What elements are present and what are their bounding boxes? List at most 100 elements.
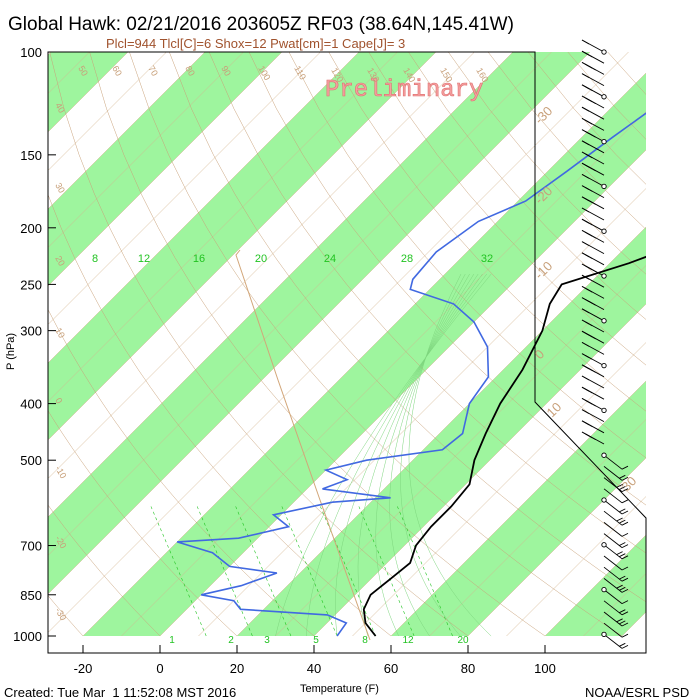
wind-barb [581,297,605,310]
mixing-ratio-label: 12 [138,253,150,265]
wind-barb [581,196,605,210]
wind-barb [581,129,607,145]
y-tick-label: 700 [20,539,42,554]
moist-adiabat [400,273,466,637]
wind-barb [603,578,629,593]
plot-area [48,52,700,641]
wind-barb [581,286,605,299]
mixing-ratio-label: 16 [193,253,205,265]
isotherm-line [159,149,646,637]
x-tick-label: 40 [307,661,321,676]
isotherm-line [48,52,437,441]
isotherm-line [82,72,646,637]
isotherm-line [48,52,552,556]
wind-barb [581,364,605,378]
mixing-ratio-label: 20 [255,253,267,265]
mixing-ratio-label: 5 [313,635,319,646]
wind-barb [581,174,607,190]
wind-barb [581,319,605,333]
isotherm-lines [48,52,700,637]
isotherm-label: 90 [219,64,233,78]
wind-barb [581,162,605,176]
y-tick-label: 300 [20,324,42,339]
isotherm-line [352,342,646,637]
isotherm-label: -10 [53,464,68,480]
isotherm-label: 0 [53,396,64,405]
isotherm-line [48,52,206,210]
wind-barb [581,375,605,389]
dewpoint-line [176,112,646,637]
isotherm-line [48,52,167,171]
isotherm-label: 40 [53,101,67,115]
mixing-ratio-label: 8 [362,635,368,646]
wind-barb [581,308,607,324]
wind-barb [601,497,629,515]
y-tick-label: 100 [20,45,42,60]
chart-title: Global Hawk: 02/21/2016 203605Z RF03 (38… [8,14,514,35]
dry-adiabat [129,52,623,637]
isotherm-label: 100 [256,64,272,82]
temperature-axis: -20 0 20 40 60 80 100 [74,645,556,676]
wind-barb [601,452,629,470]
wind-barb [603,566,629,582]
wind-barb [581,207,605,221]
wind-barb [603,466,629,481]
wind-barb [581,398,607,414]
isotherm-label: 20 [53,254,67,268]
x-tick-label: 100 [534,661,556,676]
isotherm-line [313,303,646,637]
isotherm-label: 60 [110,64,124,78]
wind-barb [581,241,605,254]
y-tick-label: 850 [20,588,42,603]
plot-frame [47,51,647,654]
wind-barb [581,140,605,154]
moist-adiabat [306,273,487,637]
dry-adiabat [687,52,700,636]
wind-barb [581,386,605,400]
wind-barb [603,522,629,537]
moist-adiabat [375,273,475,637]
mixing-ratio-lines [150,273,492,637]
isotherm-line [661,52,700,636]
dry-adiabat [288,52,646,459]
mixing-ratio-label: 20 [457,635,469,646]
wind-barb [581,431,605,445]
dry-adiabat [48,410,238,637]
x-axis-label: Temperature (F) [300,683,379,695]
moist-adiabat [357,273,479,637]
credit-footer: NOAA/ESRL PSD [585,685,689,700]
moist-adiabat [408,273,492,637]
temperature-line [362,255,646,637]
isotherm-line [48,52,244,248]
isotherm-line [48,52,514,518]
dry-adiabat [648,52,700,636]
wind-barb [581,151,605,165]
x-tick-label: 0 [156,661,163,676]
isotherm-line [48,52,283,287]
isotherm-line [544,534,646,637]
isotherm-line [48,52,591,595]
wind-barb [581,409,605,422]
isotherm-line [275,265,646,637]
dry-adiabat-lines [48,52,700,637]
dry-adiabat [48,504,161,637]
isotherm-label: 50 [76,64,90,78]
wind-barb [603,488,629,504]
wind-barb [601,586,629,605]
parcel-path [235,249,371,641]
wind-barbs [581,39,629,649]
wind-barb [581,185,605,198]
isotherm-line [467,457,646,637]
y-tick-label: 500 [20,453,42,468]
wind-barb [581,218,607,234]
mixing-ratio-label: 28 [401,253,413,265]
isotherm-line [390,380,646,637]
moist-adiabat [275,273,492,637]
wind-barb [581,62,605,75]
wind-barb [603,533,629,549]
dry-adiabat [328,52,646,412]
dry-adiabat [169,52,646,603]
mixing-ratio-label: 32 [481,253,493,265]
dry-adiabat [408,52,646,320]
